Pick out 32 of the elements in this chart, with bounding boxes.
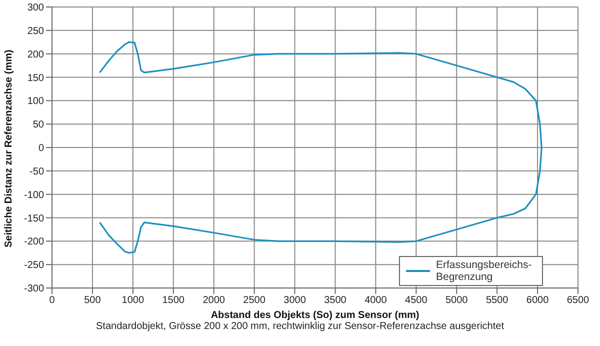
y-tick-label: -100 <box>24 190 44 201</box>
x-tick-label: 1500 <box>162 295 185 306</box>
y-axis-title: Seitliche Distanz zur Referenzachse (mm) <box>4 50 15 248</box>
x-tick-label: 5500 <box>486 295 509 306</box>
x-tick-label: 3000 <box>284 295 306 306</box>
y-tick-label: 100 <box>27 96 44 108</box>
y-tick-label: -300 <box>24 284 44 295</box>
text: Standardobjekt, Grösse 200 x 200 mm, rechtwinklig zur Sensor-Referenzachse ausgerichtet <box>95 321 505 332</box>
x-tick-label: 5000 <box>445 295 468 306</box>
x-tick-label: 4500 <box>405 295 428 306</box>
x-tick-label: 1000 <box>122 295 144 306</box>
y-tick-label: 250 <box>27 26 44 37</box>
x-tick-label: 6000 <box>526 295 550 306</box>
x-tick-label: 4000 <box>364 295 388 306</box>
x-tick-label: 3500 <box>324 295 347 306</box>
y-tick-label: -150 <box>24 213 44 224</box>
y-tick-label: -50 <box>30 166 44 178</box>
x-tick-label: 500 <box>84 295 102 306</box>
x-axis-title: Abstand des Objekts (So) zum Sensor (mm) <box>210 310 420 321</box>
x-tick-label: 6500 <box>566 295 590 306</box>
y-tick-label: 200 <box>27 49 44 60</box>
x-tick-label: 0 <box>49 295 56 306</box>
y-tick-label: 300 <box>27 2 44 14</box>
y-tick-label: -200 <box>24 236 44 248</box>
legend-label: Erfassungsbereichs-Begrenzung <box>436 259 533 283</box>
y-tick-label: -250 <box>24 260 44 272</box>
y-tick-label: 0 <box>38 143 44 154</box>
x-tick-label: 2500 <box>243 295 266 306</box>
y-tick-label: 150 <box>27 72 44 84</box>
x-tick-label: 2000 <box>202 295 226 306</box>
y-tick-label: 50 <box>32 120 44 131</box>
line-series <box>98 41 542 254</box>
